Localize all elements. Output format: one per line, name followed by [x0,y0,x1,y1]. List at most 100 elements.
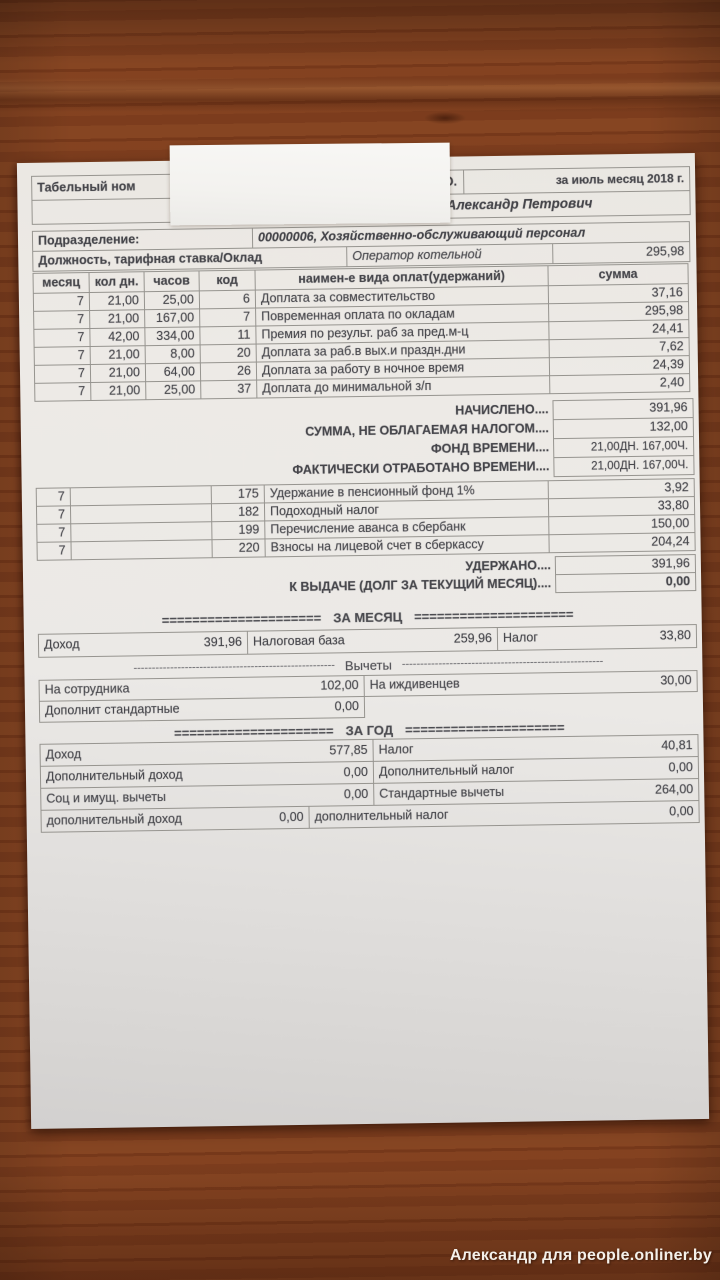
days-value: 21,00 [107,293,140,308]
taxbase-label: Налоговая база [252,633,345,650]
month-cell: 7 [35,487,71,507]
days-value: 21,00 [108,347,140,362]
year-table: Доход 577,85 Налог 40,81 Дополнительный до… [39,734,700,833]
total-value: 21,00ДН. 167,00Ч. [590,440,689,454]
position-value: Оператор котельной [352,247,482,264]
year-cell-value: 0,00 [668,760,694,775]
total-value: 132,00 [649,419,688,435]
name-value: Доплата до минимальной з/п [262,378,432,396]
income-label: Доход [43,637,80,653]
days-header: кол дн. [88,271,145,294]
tab-number-label: Табельный ном [37,179,136,195]
dependents-deduction-label: На иждивенцев [369,677,460,693]
days-cell: 21,00 [89,363,147,384]
year-addtax2-cell: дополнительный налог 0,00 [308,800,700,829]
taxbase-value: 259,96 [453,631,493,647]
month-cell: 7 [32,292,91,312]
code-cell: 6 [198,289,257,310]
employee-name: Александр Петрович [446,195,593,214]
total-value: 21,00ДН. 167,00Ч. [591,459,689,473]
name-header-label: наимен-е вида оплат(удержаний) [298,268,506,286]
days-cell: 42,00 [89,327,146,348]
month-cell: 7 [33,346,91,366]
sum-value: 24,39 [652,357,685,372]
income-cell: Доход 391,96 [37,630,249,658]
month-value: 7 [77,366,86,381]
name-value: Премия по результ. раб за пред.м-ц [261,324,469,342]
sum-value: 2,40 [659,375,685,390]
month-value: 7 [76,294,85,309]
code-header-label: код [216,272,238,288]
additional-standard-value: 0,00 [334,699,360,714]
year-cell-value: 0,00 [669,804,694,819]
total-label: ФОНД ВРЕМЕНИ.... [430,440,550,457]
code-value: 199 [238,522,260,537]
month-cell: 7 [33,328,91,348]
month-value: 7 [77,312,85,327]
payout-value-cell: 0,00 [555,572,697,594]
month-cell: 7 [36,541,72,561]
equals-separator: ===================== [174,722,334,741]
sum-value: 150,00 [650,516,690,531]
department-label: Подразделение: [37,232,140,248]
code-value: 6 [242,291,251,306]
year-cell-label: Дополнительный налог [378,762,515,779]
days-value: 21,00 [108,365,141,380]
year-addincome2-cell: дополнительный доход 0,00 [40,805,310,833]
code-cell: 175 [210,484,265,505]
hours-value: 25,00 [162,292,195,307]
hours-cell: 8,00 [144,344,201,365]
hours-value: 25,00 [163,382,196,397]
code-value: 175 [237,486,259,501]
year-cell-label: Стандартные вычеты [379,784,505,801]
equals-separator: ===================== [413,606,574,624]
name-cell: Взносы на лицевой счет в сберкассу [264,534,550,558]
year-cell-label: дополнительный доход [46,811,183,828]
month-value: 7 [78,384,86,399]
year-cell-value: 0,00 [343,786,369,802]
taxbase-cell: Налоговая база 259,96 [246,626,499,655]
total-label: НАЧИСЛЕНО.... [455,402,549,419]
days-cell: 21,00 [89,309,146,330]
hours-cell: 167,00 [144,308,201,329]
payout-value: 0,00 [665,574,691,589]
month-cell: 7 [34,382,92,402]
days-value: 42,00 [108,329,140,344]
hours-cell: 25,00 [145,380,202,401]
sum-value: 3,92 [664,480,689,495]
withheld-label: УДЕРЖАНО.... [465,558,551,574]
code-cell: 182 [210,502,266,523]
withheld-value: 391,96 [651,556,690,571]
code-cell: 26 [199,361,258,382]
tax-value: 33,80 [659,628,692,644]
code-cell: 20 [199,343,257,364]
department-value: 00000006, Хозяйственно-обслуживающий пер… [257,225,586,245]
name-value: Подоходный налог [269,502,380,519]
days-cell: 21,00 [89,345,146,366]
sum-header-label: сумма [598,266,638,282]
month-value: 7 [77,330,85,345]
name-value: Удержание в пенсионный фонд 1% [269,483,475,501]
code-value: 37 [237,381,252,396]
year-cell-value: 0,00 [279,809,304,825]
equals-separator: ===================== [161,610,322,628]
sum-value: 7,62 [659,339,684,354]
sum-value: 37,16 [651,285,683,300]
rate-value: 295,98 [645,244,685,259]
month-header: месяц [32,272,90,294]
rate-cell: 295,98 [552,241,691,265]
dependents-deduction-value: 30,00 [660,673,692,689]
payout-label: К ВЫДАЧЕ (ДОЛГ ЗА ТЕКУЩИЙ МЕСЯЦ).... [289,576,552,595]
sum-value: 204,24 [651,534,690,549]
withheld-block: УДЕРЖАНО.... 391,96 К ВЫДАЧЕ (ДОЛГ ЗА ТЕ… [37,554,697,601]
hours-cell: 334,00 [144,326,201,347]
year-cell-value: 0,00 [343,764,369,780]
code-cell: 37 [200,379,258,400]
year-cell-value: 577,85 [329,742,368,758]
empty-cell [70,539,213,561]
days-cell: 21,00 [88,291,146,312]
accruals-table: месяц кол дн. часов код наимен-е вида оп… [32,263,695,402]
year-cell-value: 40,81 [661,738,693,753]
name-value: Доплата за раб.в вых.и праздн.дни [261,342,466,360]
code-value: 11 [237,327,251,342]
